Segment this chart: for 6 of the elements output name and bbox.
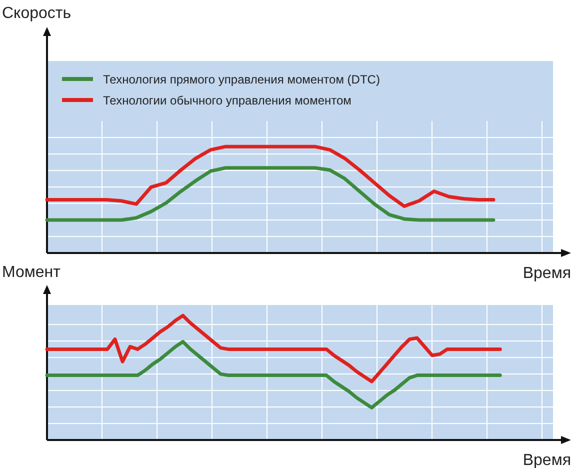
x-axis-title: Время: [522, 452, 571, 468]
y-axis-title: Скорость: [2, 5, 72, 22]
x-axis-title: Время: [522, 265, 571, 282]
y-axis-title: Момент: [2, 264, 62, 281]
legend-label: Технологии обычного управления моментом: [103, 94, 352, 108]
legend-label: Технология прямого управления моментом (DTC): [103, 72, 380, 86]
